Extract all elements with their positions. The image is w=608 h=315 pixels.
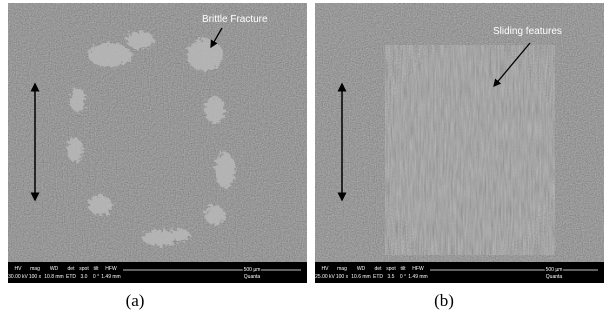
databar-header: HV bbox=[15, 266, 23, 272]
databar-value: 100 x bbox=[29, 274, 42, 280]
databar-value: 10.8 mm bbox=[44, 274, 63, 280]
sem-image-b bbox=[315, 3, 604, 283]
scale-label: 500 µm bbox=[244, 267, 261, 273]
databar-header: WD bbox=[357, 266, 366, 272]
databar-value: 3.5 bbox=[388, 274, 395, 280]
databar-header: WD bbox=[50, 266, 59, 272]
databar-header: det bbox=[375, 266, 383, 272]
brand: Quanta bbox=[244, 274, 261, 280]
panel-label: (a) bbox=[126, 291, 145, 310]
databar-header: HFW bbox=[412, 266, 424, 272]
figure: Brittle Fracture(a)HV30.00 kVmag100 xWD1… bbox=[0, 0, 608, 315]
databar-value: 0 ° bbox=[93, 274, 99, 280]
databar-header: det bbox=[68, 266, 76, 272]
databar-header: mag bbox=[337, 266, 347, 272]
databar-value: 1.49 mm bbox=[101, 274, 120, 280]
databar-value: 30.00 kV bbox=[8, 274, 28, 280]
databar-header: HV bbox=[322, 266, 330, 272]
databar-value: 100 x bbox=[336, 274, 349, 280]
databar-value: ETD bbox=[66, 274, 76, 280]
databar-header: spot bbox=[79, 266, 89, 272]
databar-value: 10.6 mm bbox=[351, 274, 370, 280]
panel-label: (b) bbox=[434, 291, 454, 310]
databar-value: 1.49 mm bbox=[408, 274, 427, 280]
databar-value: 3.0 bbox=[81, 274, 88, 280]
databar-header: tilt bbox=[401, 266, 407, 272]
annotation: Brittle Fracture bbox=[202, 14, 268, 25]
databar-header: HFW bbox=[105, 266, 117, 272]
scale-label: 500 µm bbox=[546, 267, 563, 273]
databar-header: spot bbox=[386, 266, 396, 272]
sem-image-a bbox=[8, 3, 307, 283]
databar-header: tilt bbox=[94, 266, 100, 272]
databar-header: mag bbox=[30, 266, 40, 272]
databar-value: 25.00 kV bbox=[315, 274, 335, 280]
databar-value: 0 ° bbox=[400, 274, 406, 280]
annotation: Sliding features bbox=[493, 26, 562, 37]
databar-value: ETD bbox=[373, 274, 383, 280]
brand: Quanta bbox=[546, 274, 563, 280]
